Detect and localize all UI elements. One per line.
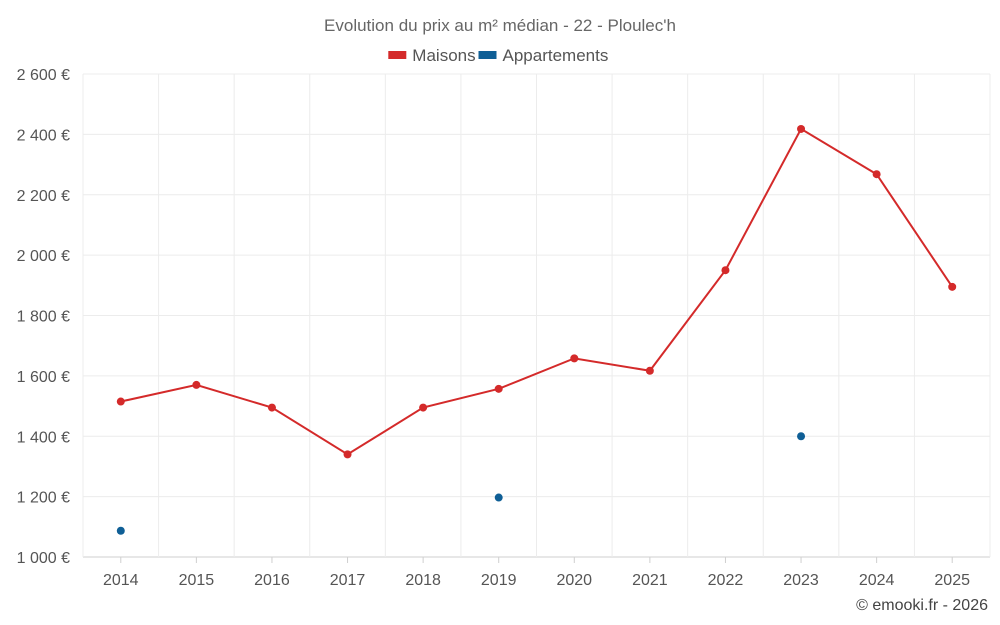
x-tick-label: 2022 bbox=[708, 572, 744, 589]
data-point-maisons[interactable] bbox=[116, 397, 125, 406]
legend-label: Maisons bbox=[412, 46, 475, 65]
y-tick-label: 2 600 € bbox=[17, 67, 70, 84]
legend-label: Appartements bbox=[503, 46, 609, 65]
y-tick-label: 2 200 € bbox=[17, 188, 70, 205]
data-point-appartements[interactable] bbox=[494, 493, 503, 502]
legend: Maisons Appartements bbox=[388, 46, 608, 65]
y-tick-label: 2 000 € bbox=[17, 248, 70, 265]
chart-title: Evolution du prix au m² médian - 22 - Pl… bbox=[324, 16, 676, 35]
x-tick-label: 2024 bbox=[859, 572, 895, 589]
y-tick-label: 1 400 € bbox=[17, 429, 70, 446]
x-tick-label: 2016 bbox=[254, 572, 290, 589]
plot-area bbox=[116, 124, 957, 535]
data-point-maisons[interactable] bbox=[645, 366, 654, 375]
y-tick-label: 1 200 € bbox=[17, 490, 70, 507]
data-point-maisons[interactable] bbox=[192, 380, 201, 389]
x-tick-label: 2014 bbox=[103, 572, 139, 589]
x-tick-label: 2019 bbox=[481, 572, 517, 589]
grid-lines bbox=[82, 73, 991, 563]
data-point-maisons[interactable] bbox=[343, 450, 352, 459]
data-point-maisons[interactable] bbox=[267, 403, 276, 412]
x-tick-label: 2020 bbox=[556, 572, 592, 589]
data-point-maisons[interactable] bbox=[721, 266, 730, 275]
data-point-maisons[interactable] bbox=[419, 403, 428, 412]
legend-item-appartements[interactable]: Appartements bbox=[478, 46, 609, 65]
series-line-maisons bbox=[120, 127, 954, 456]
data-point-maisons[interactable] bbox=[570, 354, 579, 363]
x-tick-label: 2017 bbox=[330, 572, 366, 589]
credit-text: © emooki.fr - 2026 bbox=[856, 597, 988, 614]
y-tick-label: 1 800 € bbox=[17, 309, 70, 326]
data-point-appartements[interactable] bbox=[797, 432, 806, 441]
x-tick-label: 2025 bbox=[934, 572, 970, 589]
x-tick-label: 2015 bbox=[179, 572, 215, 589]
data-point-maisons[interactable] bbox=[494, 384, 503, 393]
data-point-maisons[interactable] bbox=[872, 170, 881, 179]
x-tick-label: 2023 bbox=[783, 572, 819, 589]
y-tick-label: 2 400 € bbox=[17, 127, 70, 144]
y-tick-label: 1 000 € bbox=[17, 550, 70, 567]
legend-item-maisons[interactable]: Maisons bbox=[388, 46, 476, 65]
data-point-maisons[interactable] bbox=[948, 282, 957, 291]
data-point-maisons[interactable] bbox=[797, 124, 806, 133]
y-tick-label: 1 600 € bbox=[17, 369, 70, 386]
legend-swatch bbox=[388, 51, 407, 59]
y-axis-ticks: 1 000 € 1 200 € 1 400 € 1 600 € 1 800 € 2 000… bbox=[17, 67, 70, 567]
x-tick-label: 2021 bbox=[632, 572, 668, 589]
x-tick-label: 2018 bbox=[405, 572, 441, 589]
legend-swatch bbox=[478, 51, 497, 59]
data-point-appartements[interactable] bbox=[116, 526, 125, 535]
x-axis-ticks: 2014 2015 2016 2017 2018 2019 2020 2021 2022 2023… bbox=[103, 572, 970, 589]
